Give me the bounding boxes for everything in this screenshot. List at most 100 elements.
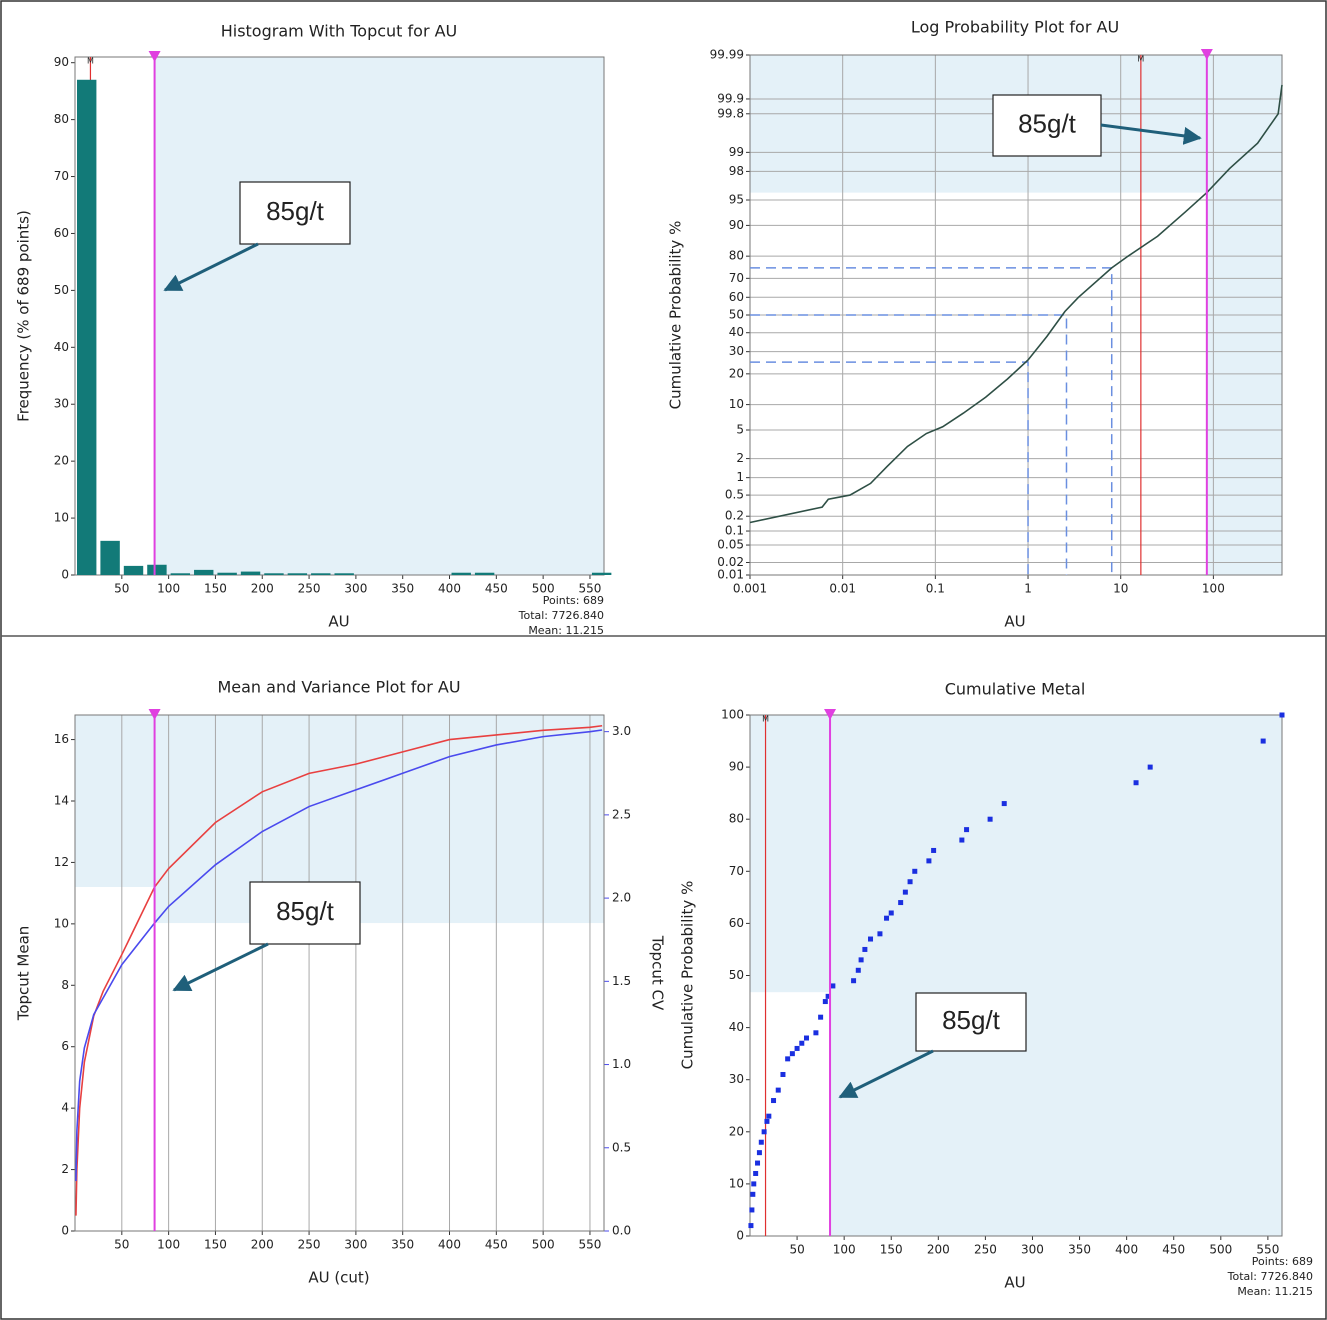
topcut-handle	[148, 51, 161, 62]
annotation-box	[239, 181, 351, 245]
topcut-handle	[1200, 49, 1213, 60]
y-tick-label: 2	[736, 451, 744, 465]
x-tick-label: 400	[438, 582, 461, 596]
y-tick-label: 30	[54, 397, 69, 411]
y-tick-label: 70	[729, 864, 744, 878]
point	[907, 879, 913, 885]
bar	[451, 572, 471, 575]
y-tick-label: 30	[729, 1072, 744, 1086]
plot-frame	[74, 714, 605, 1232]
y-tick-label: 0.1	[725, 524, 744, 538]
x-tick-label: 100	[833, 1243, 856, 1257]
y-tick-label: 90	[729, 218, 744, 232]
chart-title: Log Probability Plot for AU	[911, 18, 1119, 37]
stat-mean: 11.215	[1275, 1285, 1314, 1298]
annotation-arrow	[172, 942, 269, 992]
bar	[334, 573, 354, 575]
point	[858, 957, 864, 963]
annotation-box	[249, 881, 361, 945]
quartile-line	[750, 267, 1113, 575]
stat: Points: 689	[543, 594, 604, 607]
x-tick-label: 50	[114, 582, 129, 596]
point	[751, 1181, 757, 1187]
annotation-arrow	[1100, 123, 1202, 145]
x-tick-label: 200	[927, 1243, 950, 1257]
chart-title: Mean and Variance Plot for AU	[217, 678, 460, 697]
x-tick-label: 550	[579, 582, 602, 596]
x-tick-label: 150	[204, 582, 227, 596]
bar	[123, 565, 144, 575]
y-tick-label: 0	[61, 568, 69, 582]
y2-tick-label: 1.0	[612, 1057, 631, 1071]
bar	[170, 573, 191, 575]
topcut-handle	[148, 709, 161, 720]
bar	[287, 573, 308, 575]
point	[830, 983, 836, 989]
y-tick-label: 40	[729, 1020, 744, 1034]
x-tick-label: 350	[391, 1238, 414, 1252]
y-tick-label: 95	[729, 193, 744, 207]
point	[1133, 780, 1139, 786]
y-tick-label: 0.2	[725, 509, 744, 523]
stat: Points: 689	[1252, 1255, 1313, 1268]
x-tick-label: 250	[974, 1243, 997, 1257]
x-tick-label: 100	[157, 1238, 180, 1252]
y-tick-label: 40	[54, 340, 69, 354]
point	[771, 1098, 777, 1104]
y-tick-label: 0.01	[717, 568, 744, 582]
point	[753, 1170, 759, 1176]
marker-label: M	[762, 715, 769, 724]
point	[926, 858, 932, 864]
x-axis-label: AU	[1004, 1274, 1025, 1292]
point	[987, 816, 993, 822]
marker-label: M	[1137, 55, 1144, 64]
y-tick-label: 60	[729, 916, 744, 930]
point	[898, 900, 904, 906]
point	[862, 946, 868, 952]
series-line	[75, 729, 603, 1182]
point	[902, 889, 908, 895]
x-axis-label: AU	[328, 613, 349, 631]
y-tick-label: 100	[721, 708, 744, 722]
chart-panel: 50 100 150 200 250 300 350 400 450 500 550 0 10 20 30 4…	[679, 680, 1314, 1299]
x-tick-label: 350	[391, 582, 414, 596]
point	[822, 999, 828, 1005]
x-tick-label: 200	[251, 582, 274, 596]
stat: Total: 7726.840	[1227, 1270, 1313, 1283]
y-tick-label: 70	[729, 271, 744, 285]
point	[789, 1051, 795, 1057]
y2-tick-label: 0.0	[612, 1224, 631, 1238]
point	[868, 936, 874, 942]
x-tick-label: 150	[880, 1243, 903, 1257]
annotation-arrow	[163, 242, 259, 292]
x-tick-label: 450	[1162, 1243, 1185, 1257]
point	[756, 1150, 762, 1156]
bar	[100, 540, 120, 575]
y-tick-label: 1	[736, 470, 744, 484]
cut-region	[154, 715, 604, 924]
point	[750, 1191, 756, 1197]
y-tick-label: 0	[61, 1224, 69, 1238]
bar	[217, 572, 237, 575]
annotation: 85g/t	[942, 1005, 1001, 1035]
x-tick-label: 250	[298, 1238, 321, 1252]
x-tick-label: 50	[114, 1238, 129, 1252]
y-axis-label: Topcut Mean	[15, 926, 33, 1022]
point	[888, 910, 894, 916]
bar	[591, 572, 612, 575]
y-tick-label: 2	[61, 1162, 69, 1176]
y-axis-label: Frequency (% of 689 points)	[15, 210, 33, 422]
bar	[147, 564, 167, 575]
point	[755, 1160, 761, 1166]
point	[1260, 738, 1266, 744]
point	[775, 1087, 781, 1093]
x-tick-label: 150	[204, 1238, 227, 1252]
x-tick-label: 100	[157, 582, 180, 596]
x-tick-label: 0.01	[829, 582, 856, 596]
chart-panel: 50 100 150 200 250 300 350 400 450 500 550 0 2 4 6 8 10 1…	[15, 678, 667, 1287]
x-tick-label: 0.1	[926, 582, 945, 596]
y-tick-label: 60	[54, 226, 69, 240]
y-tick-label: 98	[729, 164, 744, 178]
x-tick-label: 300	[344, 582, 367, 596]
point	[884, 915, 890, 921]
